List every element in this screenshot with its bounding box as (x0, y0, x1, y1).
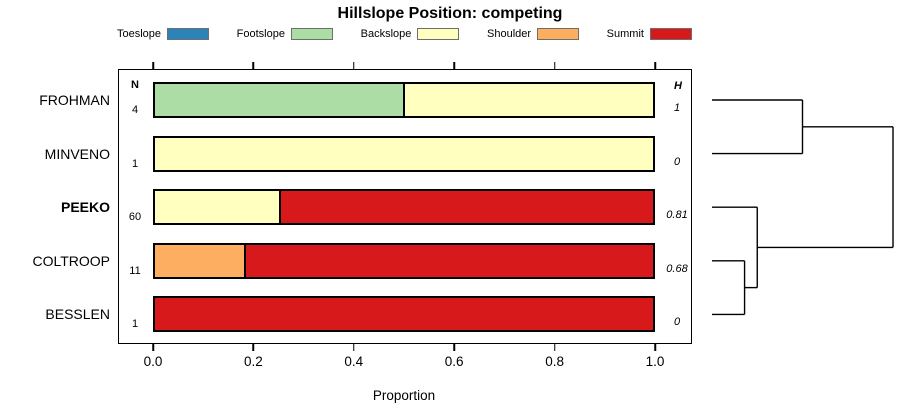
row-h-value: 0.68 (666, 262, 688, 275)
axis-tick-top (453, 62, 455, 69)
stacked-bar (153, 296, 655, 333)
axis-tick-bottom (654, 344, 656, 351)
legend-item-toeslope: Toeslope (117, 28, 210, 40)
axis-tick-label: 0.2 (244, 354, 263, 369)
bar-segment-summit (279, 191, 653, 224)
legend-label: Toeslope (117, 28, 162, 40)
stacked-bar (153, 82, 655, 118)
row-n-value: 1 (131, 318, 139, 331)
legend-label: Summit (606, 28, 644, 40)
axis-tick-bottom (252, 344, 255, 351)
legend-swatch-toeslope (167, 28, 210, 40)
h-column-header: H (674, 80, 682, 92)
axis-tick-top (654, 62, 656, 69)
axis-tick-bottom (453, 344, 455, 351)
bar-segment-backslope (403, 84, 653, 116)
legend-label: Backslope (360, 28, 412, 40)
legend-item-shoulder: Shoulder (487, 28, 580, 40)
legend-swatch-summit (649, 28, 692, 40)
row-n-value: 1 (131, 157, 139, 170)
legend-swatch-footslope (290, 28, 333, 40)
legend-item-footslope: Footslope (237, 28, 333, 40)
axis-tick-top (353, 62, 355, 69)
legend: Toeslope Footslope Backslope Shoulder Summit (117, 26, 692, 42)
row-h-value: 0 (673, 155, 681, 168)
axis-tick-label: 0.4 (344, 354, 364, 369)
legend-swatch-shoulder (537, 28, 580, 40)
plot-area-border (118, 69, 692, 344)
bar-segment-backslope (155, 191, 279, 224)
axis-tick-bottom (353, 344, 355, 351)
legend-label: Shoulder (487, 28, 532, 40)
row-label: PEEKO (60, 199, 110, 216)
row-n-value: 60 (128, 211, 142, 224)
axis-tick-label: 1.0 (645, 354, 665, 369)
stacked-bar (153, 242, 655, 279)
row-n-value: 4 (131, 104, 139, 116)
row-h-value: 0.81 (666, 209, 688, 222)
axis-tick-top (553, 62, 556, 69)
stacked-bar (153, 189, 655, 226)
axis-tick-bottom (152, 344, 154, 351)
row-label: MINVENO (44, 145, 110, 162)
axis-tick-label: 0.0 (143, 354, 163, 369)
n-column-header: N (131, 79, 139, 91)
bar-segment-summit (155, 298, 653, 331)
bar-segment-backslope (155, 137, 653, 170)
legend-swatch-backslope (417, 28, 460, 40)
row-label: COLTROOP (32, 252, 110, 269)
x-axis-title: Proportion (372, 388, 436, 403)
axis-tick-label: 0.6 (444, 354, 464, 369)
row-label: FROHMAN (39, 92, 110, 108)
row-n-value: 11 (129, 264, 141, 277)
legend-label: Footslope (236, 28, 285, 40)
row-label: BESSLEN (45, 306, 110, 323)
stacked-bar (153, 135, 655, 172)
chart-title: Hillslope Position: competing (337, 5, 563, 22)
axis-tick-bottom (553, 344, 556, 351)
axis-tick-top (152, 62, 154, 69)
legend-item-summit: Summit (607, 28, 692, 40)
bar-segment-summit (244, 244, 653, 277)
bar-segment-footslope (155, 84, 403, 116)
axis-tick-label: 0.8 (545, 354, 564, 369)
legend-item-backslope: Backslope (361, 28, 460, 40)
row-h-value: 1 (673, 102, 681, 114)
axis-tick-top (252, 62, 255, 69)
row-h-value: 0 (673, 316, 681, 329)
bar-segment-shoulder (155, 244, 245, 277)
